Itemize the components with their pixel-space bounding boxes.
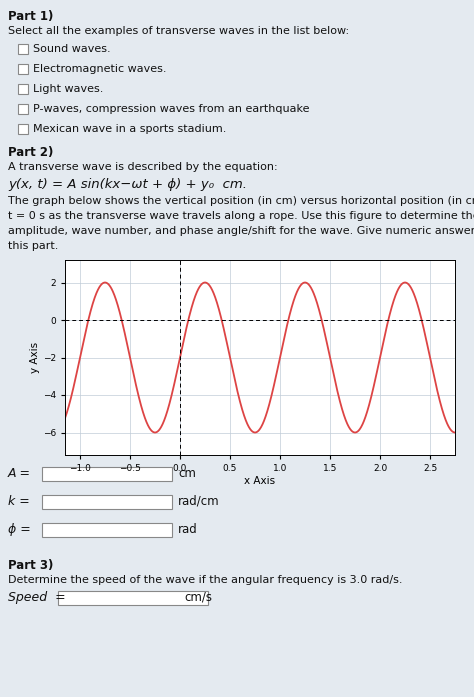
Bar [18,124,28,134]
Bar [18,64,28,74]
Bar [42,467,172,481]
Text: Speed  =: Speed = [8,591,65,604]
Text: Select all the examples of transverse waves in the list below:: Select all the examples of transverse wa… [8,26,349,36]
Text: y(x, t) = A sin(kx−ωt + ϕ) + y₀  cm.: y(x, t) = A sin(kx−ωt + ϕ) + y₀ cm. [8,178,247,191]
Text: t = 0 s as the transverse wave travels along a rope. Use this figure to determin: t = 0 s as the transverse wave travels a… [8,211,474,221]
Bar [18,104,28,114]
Text: Part 2): Part 2) [8,146,54,159]
Text: Determine the speed of the wave if the angular frequency is 3.0 rad/s.: Determine the speed of the wave if the a… [8,575,402,585]
Text: Part 3): Part 3) [8,559,54,572]
Bar [18,84,28,94]
Text: amplitude, wave number, and phase angle/shift for the wave. Give numeric answers: amplitude, wave number, and phase angle/… [8,226,474,236]
Text: ϕ =: ϕ = [8,523,31,536]
Y-axis label: y Axis: y Axis [30,342,40,373]
Text: rad: rad [178,523,198,536]
Text: P-waves, compression waves from an earthquake: P-waves, compression waves from an earth… [33,104,310,114]
Bar [42,523,172,537]
Text: this part.: this part. [8,241,58,251]
Bar [18,44,28,54]
Bar [58,591,208,605]
Text: Mexican wave in a sports stadium.: Mexican wave in a sports stadium. [33,124,227,134]
Text: rad/cm: rad/cm [178,495,219,508]
Text: A transverse wave is described by the equation:: A transverse wave is described by the eq… [8,162,278,172]
Text: cm: cm [178,467,196,480]
Text: The graph below shows the vertical position (in cm) versus horizontal position (: The graph below shows the vertical posit… [8,196,474,206]
Text: cm/s: cm/s [184,591,212,604]
Bar [42,495,172,509]
Text: k =: k = [8,495,30,508]
Text: Electromagnetic waves.: Electromagnetic waves. [33,64,166,74]
Text: A =: A = [8,467,31,480]
Text: Light waves.: Light waves. [33,84,103,94]
Text: Sound waves.: Sound waves. [33,44,110,54]
X-axis label: x Axis: x Axis [245,476,275,486]
Text: Part 1): Part 1) [8,10,54,23]
